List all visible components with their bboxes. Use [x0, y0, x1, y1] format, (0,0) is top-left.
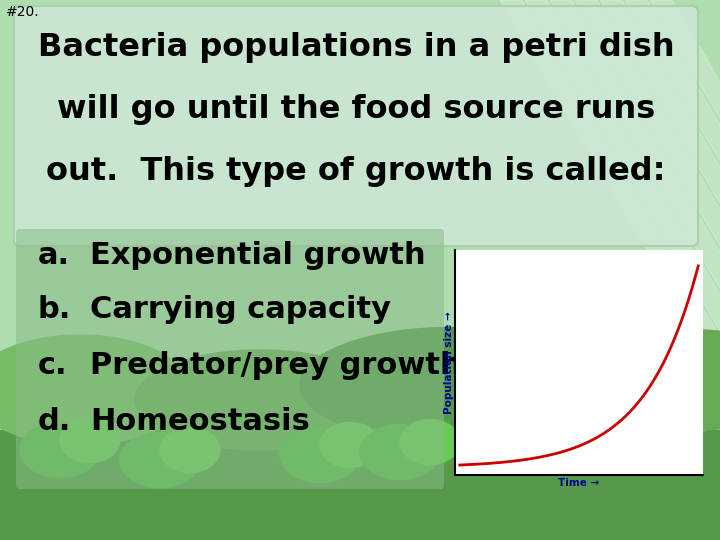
Ellipse shape	[320, 422, 380, 468]
Ellipse shape	[120, 433, 200, 488]
Text: Carrying capacity: Carrying capacity	[90, 295, 391, 325]
X-axis label: Time →: Time →	[559, 478, 600, 488]
Ellipse shape	[520, 340, 720, 444]
Ellipse shape	[610, 330, 720, 430]
Ellipse shape	[0, 335, 190, 445]
Polygon shape	[625, 0, 720, 340]
Text: d.: d.	[38, 408, 71, 436]
Ellipse shape	[20, 422, 100, 477]
Ellipse shape	[300, 327, 600, 442]
Polygon shape	[575, 0, 720, 340]
Text: will go until the food source runs: will go until the food source runs	[57, 94, 655, 125]
Polygon shape	[550, 0, 720, 340]
Bar	[0, 430, 720, 540]
Text: a.: a.	[38, 240, 70, 269]
Ellipse shape	[360, 424, 440, 480]
Y-axis label: Population size →: Population size →	[444, 311, 454, 414]
Text: Predator/prey growth: Predator/prey growth	[90, 350, 462, 380]
Text: out.  This type of growth is called:: out. This type of growth is called:	[46, 156, 666, 187]
Text: #20.: #20.	[6, 5, 40, 19]
FancyBboxPatch shape	[16, 229, 444, 489]
Text: Exponential growth: Exponential growth	[90, 240, 426, 269]
Polygon shape	[600, 0, 720, 340]
Text: Bacteria populations in a petri dish: Bacteria populations in a petri dish	[37, 32, 675, 63]
Ellipse shape	[60, 417, 120, 462]
FancyBboxPatch shape	[14, 6, 698, 246]
Text: c.: c.	[38, 350, 68, 380]
Ellipse shape	[160, 428, 220, 472]
Text: b.: b.	[38, 295, 71, 325]
Ellipse shape	[400, 420, 460, 464]
Ellipse shape	[135, 350, 385, 450]
Polygon shape	[650, 0, 720, 340]
Polygon shape	[525, 0, 720, 340]
Text: Homeostasis: Homeostasis	[90, 408, 310, 436]
Ellipse shape	[280, 428, 360, 483]
Polygon shape	[500, 0, 720, 340]
